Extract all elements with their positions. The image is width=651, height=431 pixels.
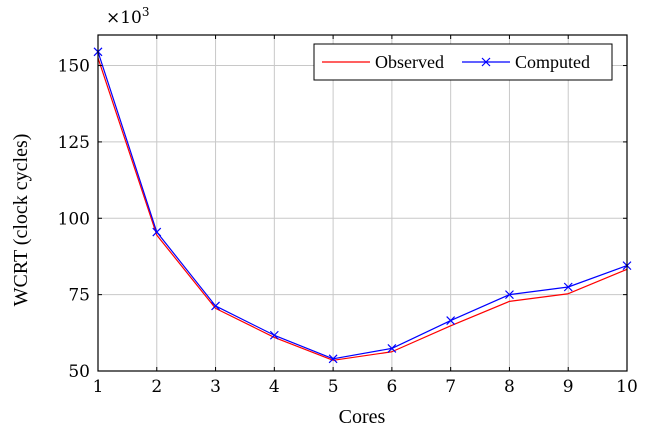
marker-stroke [269, 330, 279, 340]
y-scale-exponent: 3 [142, 5, 150, 19]
data-point-computed [269, 330, 279, 340]
marker-stroke [211, 301, 220, 311]
legend: Observed Computed [313, 43, 613, 81]
x-tick-label: 10 [616, 377, 638, 397]
marker-stroke [387, 343, 397, 353]
x-tick-label: 1 [93, 377, 104, 397]
series-layer [93, 47, 632, 364]
x-tick-label: 9 [563, 377, 574, 397]
legend-marker-computed [481, 57, 491, 67]
y-tick-label: 50 [68, 362, 90, 382]
x-axis-label: Cores [339, 406, 386, 428]
grid [97, 35, 628, 372]
x-tick-label: 3 [210, 377, 221, 397]
data-point-computed [152, 227, 162, 237]
data-point-computed [446, 316, 456, 326]
y-scale-base: ×10 [106, 8, 142, 28]
y-tick-label: 150 [58, 57, 90, 77]
data-point-computed [328, 354, 338, 364]
plot-frame [97, 34, 628, 372]
x-tick-label: 5 [328, 377, 339, 397]
data-point-computed [387, 343, 397, 353]
legend-label-observed: Observed [375, 52, 444, 72]
data-point-computed [211, 301, 220, 311]
marker-stroke [152, 227, 162, 237]
y-tick-label: 75 [68, 286, 90, 306]
marker-stroke [446, 316, 456, 326]
x-tick-label: 7 [445, 377, 456, 397]
legend-label-computed: Computed [515, 52, 590, 72]
marker-stroke [505, 290, 514, 300]
x-tick-label: 8 [504, 377, 515, 397]
series-line-computed [97, 51, 628, 360]
y-tick-label: 100 [58, 209, 90, 229]
x-tick-label: 2 [151, 377, 162, 397]
tick-layer: 1 2 3 4 5 6 7 8 9 10 50 75 100 125 150 [58, 35, 638, 397]
x-tick-label: 6 [386, 377, 397, 397]
marker-stroke [328, 354, 338, 364]
y-scale-multiplier: ×103 [106, 5, 150, 28]
data-point-computed [505, 290, 514, 300]
y-axis-label: WCRT (clock cycles) [10, 134, 32, 307]
data-point-computed [563, 282, 573, 292]
y-tick-label: 125 [58, 133, 90, 153]
x-tick-label: 4 [269, 377, 280, 397]
series-line-observed [97, 57, 628, 361]
marker-stroke [563, 282, 573, 292]
